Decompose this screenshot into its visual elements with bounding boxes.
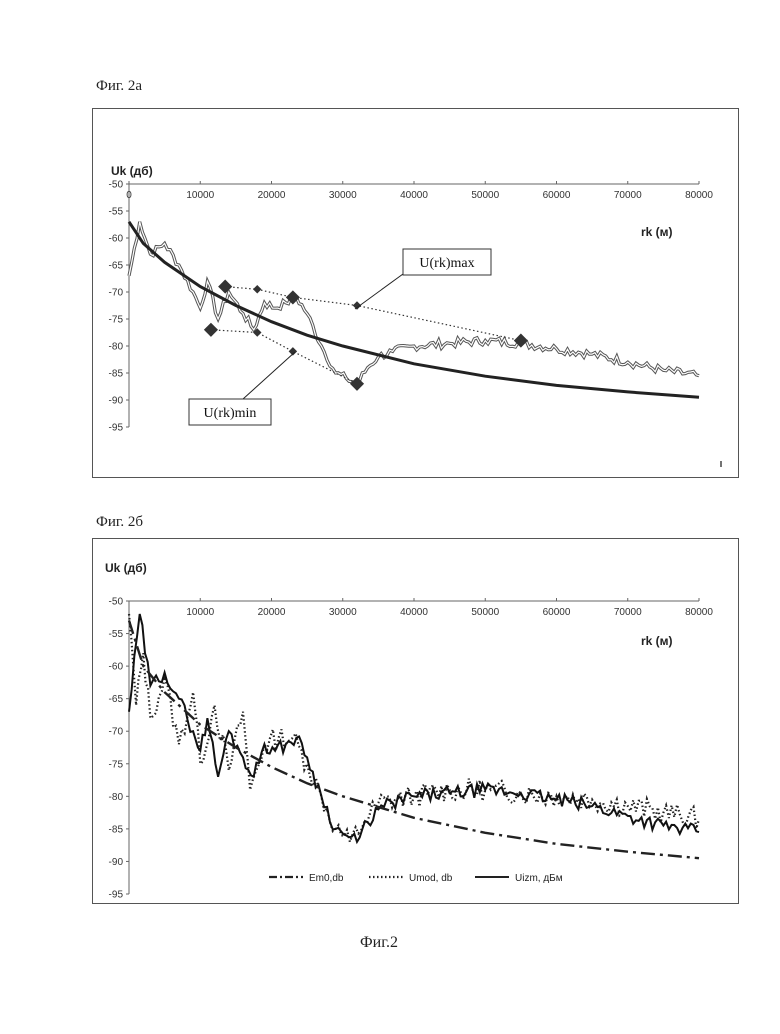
y-axis-label: Uk (дб) xyxy=(105,561,147,575)
y-axis-label: Uk (дб) xyxy=(111,164,153,178)
x-tick-label: 70000 xyxy=(614,190,642,201)
y-tick-label: -65 xyxy=(109,261,124,272)
series-em0-line xyxy=(129,621,699,859)
x-tick-label: 30000 xyxy=(329,607,357,618)
annotation-umax-leader xyxy=(355,274,403,309)
legend-label-0: Em0,db xyxy=(309,873,344,884)
x-tick-label: 80000 xyxy=(685,190,713,201)
annotation-umax-text: U(rk)max xyxy=(419,256,474,271)
x-tick-label: 0 xyxy=(126,190,132,201)
measured-series-line xyxy=(129,222,699,384)
legend-label-2: Uizm, дБм xyxy=(515,873,563,884)
figure-2b-label: Фиг. 2б xyxy=(96,514,143,531)
y-tick-label: -85 xyxy=(109,369,124,380)
x-tick-label: 10000 xyxy=(186,190,214,201)
y-tick-label: -70 xyxy=(109,727,124,738)
y-tick-label: -50 xyxy=(109,597,124,608)
annotation-umin-leader xyxy=(243,352,295,399)
y-tick-label: -60 xyxy=(109,662,124,673)
min-envelope-marker xyxy=(350,377,364,391)
y-tick-label: -80 xyxy=(109,792,124,803)
x-tick-label: 10000 xyxy=(186,607,214,618)
y-tick-label: -90 xyxy=(109,396,124,407)
annotation-umin-text: U(rk)min xyxy=(204,406,257,421)
y-tick-label: -55 xyxy=(109,207,124,218)
x-tick-label: 30000 xyxy=(329,190,357,201)
series-uizm-line xyxy=(129,614,699,842)
y-tick-label: -70 xyxy=(109,288,124,299)
x-tick-label: 40000 xyxy=(400,190,428,201)
chart-2a: -50 -55 -60 -65 -70 -75 -80 -85 -90 -95 0 10000 2000… xyxy=(93,109,738,477)
y-tick-label: -75 xyxy=(109,315,124,326)
chart-panel-2b: -50 -55 -60 -65 -70 -75 -80 -85 -90 -95 10000 20000… xyxy=(92,538,739,904)
legend-label-1: Umod, db xyxy=(409,873,453,884)
y-tick-label: -85 xyxy=(109,824,124,835)
x-tick-label: 20000 xyxy=(258,190,286,201)
chart-2b: -50 -55 -60 -65 -70 -75 -80 -85 -90 -95 10000 20000… xyxy=(93,539,738,903)
max-envelope-line xyxy=(225,287,521,341)
x-axis-label: rk (м) xyxy=(641,634,673,648)
y-tick-label: -90 xyxy=(109,857,124,868)
x-axis-label: rk (м) xyxy=(641,225,673,239)
x-tick-label: 50000 xyxy=(471,607,499,618)
min-envelope-line xyxy=(211,330,357,384)
x-tick-label: 50000 xyxy=(471,190,499,201)
max-envelope-marker xyxy=(253,285,261,293)
figure-caption: Фиг.2 xyxy=(360,934,398,952)
y-tick-label: -55 xyxy=(109,629,124,640)
x-tick-label: 80000 xyxy=(685,607,713,618)
x-tick-label: 40000 xyxy=(400,607,428,618)
x-tick-label: 60000 xyxy=(543,607,571,618)
chart-panel-2a: -50 -55 -60 -65 -70 -75 -80 -85 -90 -95 0 10000 2000… xyxy=(92,108,739,478)
x-tick-label: 70000 xyxy=(614,607,642,618)
y-tick-label: -60 xyxy=(109,234,124,245)
y-tick-label: -95 xyxy=(109,890,124,901)
y-tick-label: -75 xyxy=(109,759,124,770)
y-tick-label: -65 xyxy=(109,694,124,705)
min-envelope-marker xyxy=(204,323,218,337)
x-tick-label: 60000 xyxy=(543,190,571,201)
y-tick-label: -95 xyxy=(109,423,124,434)
y-tick-label: -80 xyxy=(109,342,124,353)
figure-2a-label: Фиг. 2а xyxy=(96,78,142,95)
y-tick-label: -50 xyxy=(109,180,124,191)
x-tick-label: 20000 xyxy=(258,607,286,618)
